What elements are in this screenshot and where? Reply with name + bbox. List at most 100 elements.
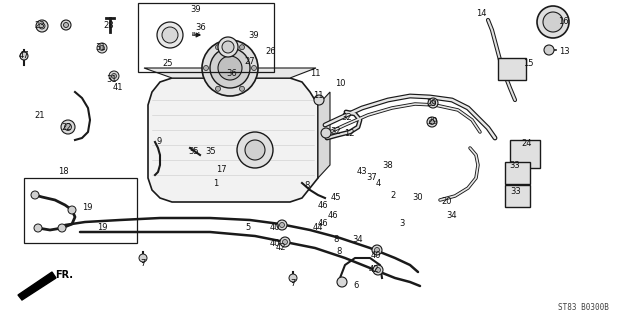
Text: 27: 27	[245, 58, 255, 67]
Text: 35: 35	[205, 148, 217, 156]
Circle shape	[68, 206, 76, 214]
Circle shape	[429, 119, 434, 124]
Text: 10: 10	[335, 78, 346, 87]
Circle shape	[99, 45, 104, 51]
Text: 22: 22	[62, 123, 72, 132]
Circle shape	[222, 41, 234, 53]
Text: 44: 44	[313, 223, 323, 233]
Text: 5: 5	[246, 223, 251, 233]
Polygon shape	[18, 272, 56, 300]
Circle shape	[157, 22, 183, 48]
Bar	[505, 185, 530, 207]
Circle shape	[204, 66, 209, 70]
Circle shape	[61, 120, 75, 134]
Circle shape	[289, 274, 297, 282]
Text: 21: 21	[35, 110, 45, 119]
Bar	[24, 178, 137, 243]
Circle shape	[215, 86, 220, 91]
Circle shape	[31, 191, 39, 199]
Circle shape	[239, 45, 244, 50]
Text: 36: 36	[226, 69, 238, 78]
Text: 33: 33	[511, 187, 521, 196]
Text: 26: 26	[266, 47, 276, 57]
Circle shape	[239, 86, 244, 91]
Circle shape	[61, 20, 71, 30]
Text: 40: 40	[270, 223, 280, 233]
Text: 1: 1	[213, 179, 218, 188]
Circle shape	[375, 247, 379, 252]
Circle shape	[202, 40, 258, 96]
Circle shape	[65, 124, 72, 131]
Text: 16: 16	[558, 18, 568, 27]
Text: 20: 20	[442, 197, 452, 206]
Text: 4: 4	[375, 179, 381, 188]
Text: 29: 29	[428, 117, 438, 126]
Text: 38: 38	[383, 162, 394, 171]
Text: 39: 39	[191, 5, 201, 14]
Text: 3: 3	[399, 219, 405, 228]
Text: 7: 7	[140, 259, 146, 268]
Text: 37: 37	[366, 173, 378, 182]
Bar	[498, 58, 526, 80]
Circle shape	[245, 140, 265, 160]
Text: 19: 19	[81, 203, 93, 212]
Text: 15: 15	[523, 60, 533, 68]
Circle shape	[112, 74, 117, 78]
Text: 23: 23	[35, 21, 45, 30]
Circle shape	[64, 22, 68, 28]
Text: 47: 47	[19, 52, 30, 60]
Bar	[510, 140, 540, 168]
Circle shape	[218, 37, 238, 57]
Text: 29: 29	[427, 99, 437, 108]
Circle shape	[431, 100, 436, 106]
Text: 34: 34	[447, 212, 457, 220]
Text: 45: 45	[331, 194, 341, 203]
Text: 8: 8	[333, 236, 339, 244]
Text: 8: 8	[336, 247, 342, 257]
Circle shape	[537, 6, 569, 38]
Circle shape	[162, 27, 178, 43]
Circle shape	[34, 224, 42, 232]
Text: 2: 2	[391, 191, 395, 201]
Text: 32: 32	[342, 114, 352, 123]
Text: 33: 33	[510, 161, 520, 170]
Circle shape	[139, 254, 147, 262]
Text: 11: 11	[310, 68, 320, 77]
Circle shape	[427, 117, 437, 127]
Text: B-4: B-4	[191, 33, 201, 37]
Circle shape	[280, 222, 284, 228]
Polygon shape	[318, 92, 330, 178]
Text: 14: 14	[476, 10, 486, 19]
Text: 25: 25	[163, 59, 173, 68]
Circle shape	[97, 43, 107, 53]
Text: 39: 39	[249, 30, 259, 39]
Circle shape	[277, 220, 287, 230]
Text: 30: 30	[413, 194, 423, 203]
Text: 36: 36	[196, 23, 206, 33]
Text: 46: 46	[328, 211, 338, 220]
Circle shape	[337, 277, 347, 287]
Text: 34: 34	[353, 236, 363, 244]
Text: 41: 41	[113, 84, 123, 92]
Circle shape	[20, 52, 28, 60]
Text: 46: 46	[318, 201, 328, 210]
Text: 8: 8	[304, 180, 310, 189]
Text: 28: 28	[104, 21, 114, 30]
Circle shape	[283, 239, 288, 244]
Circle shape	[543, 12, 563, 32]
Circle shape	[321, 128, 331, 138]
Circle shape	[237, 132, 273, 168]
Text: ST83 B0300B: ST83 B0300B	[558, 303, 609, 312]
Text: 17: 17	[216, 165, 226, 174]
Circle shape	[280, 237, 290, 247]
Circle shape	[373, 265, 383, 275]
Circle shape	[210, 48, 250, 88]
Polygon shape	[144, 68, 316, 78]
Text: 24: 24	[522, 139, 532, 148]
Text: 42: 42	[369, 266, 379, 275]
Text: 46: 46	[318, 220, 328, 228]
Circle shape	[314, 95, 324, 105]
Circle shape	[376, 268, 381, 273]
Text: 11: 11	[313, 91, 323, 100]
Text: 31: 31	[96, 44, 106, 52]
